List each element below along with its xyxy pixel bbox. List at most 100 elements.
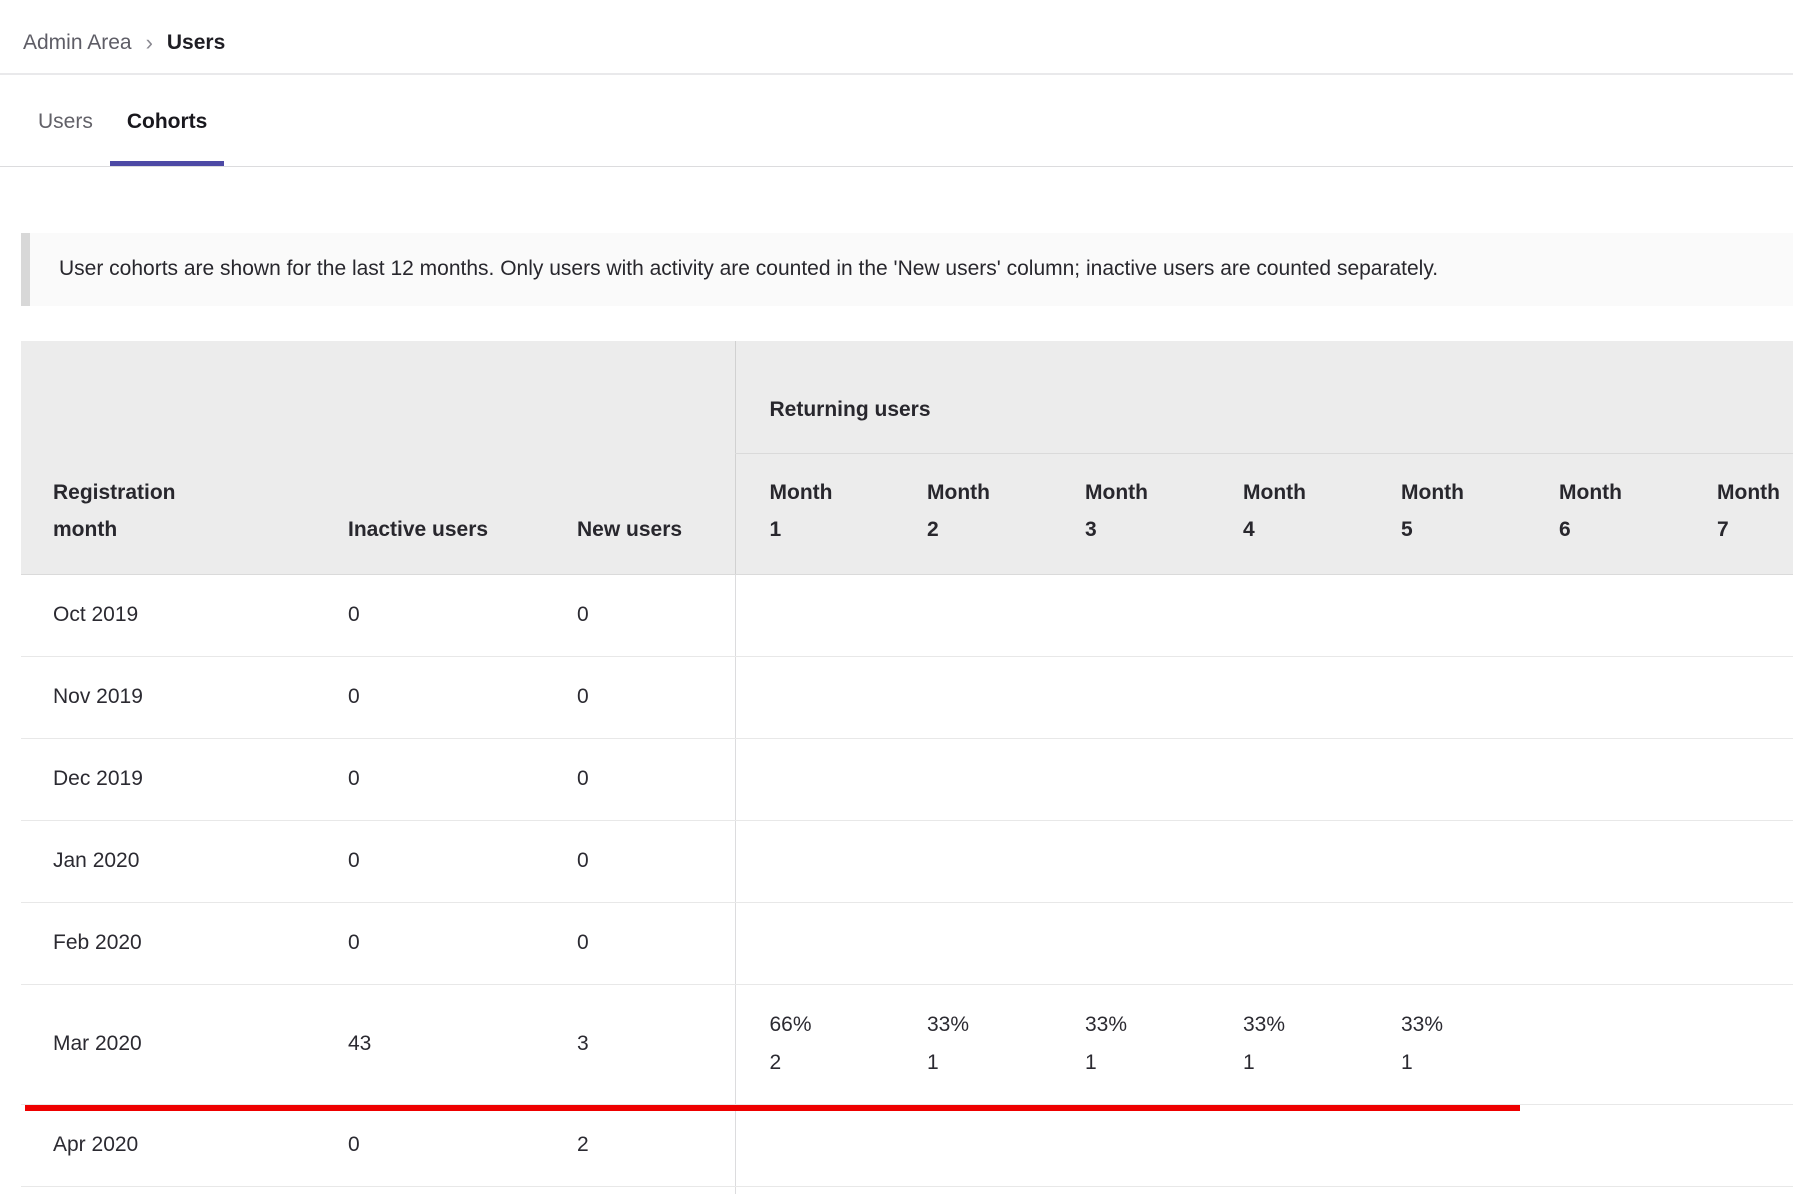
cell-returning-month-3 — [1051, 738, 1209, 821]
returning-percentage: 33% — [927, 1012, 970, 1036]
cell-returning-month-4 — [1209, 1104, 1367, 1187]
cell-returning-month-1 — [734, 574, 893, 657]
column-header-month-7: Month 7 — [1683, 453, 1793, 575]
cell-returning-month-2 — [893, 656, 1051, 739]
breadcrumb-current-page: Users — [166, 31, 226, 54]
cell-returning-month-1 — [734, 738, 893, 821]
cell-inactive-users: 0 — [316, 656, 545, 739]
cohorts-table: Registration month Inactive users New us… — [21, 341, 1793, 1194]
cell-returning-month-7 — [1683, 902, 1793, 985]
cell-returning-month-3 — [1051, 1104, 1209, 1187]
column-header-registration-month: Registration month — [21, 341, 316, 575]
cell-inactive-users: 0 — [316, 902, 545, 985]
cell-returning-month-6 — [1525, 656, 1683, 739]
cell-returning-month-5 — [1367, 902, 1525, 985]
column-header-inactive-users: Inactive users — [316, 341, 545, 575]
cell-returning-month-4 — [1209, 574, 1367, 657]
cell-returning-month-5 — [1367, 656, 1525, 739]
table-row-clipped — [21, 1186, 1793, 1194]
cell-returning-month-3 — [1051, 574, 1209, 657]
cell-returning-month-5 — [1367, 820, 1525, 903]
tab-users[interactable]: Users — [38, 110, 93, 133]
column-group-returning-users: Returning users — [734, 341, 1793, 454]
column-header-month-5: Month 5 — [1367, 453, 1525, 575]
cell-returning-month-3 — [1051, 902, 1209, 985]
cell-returning-month-7 — [1683, 738, 1793, 821]
returning-count: 1 — [1243, 1050, 1255, 1074]
cell-returning-month-6 — [1525, 902, 1683, 985]
column-header-month-1: Month 1 — [734, 453, 893, 575]
cell-returning-month-4: 33% 1 — [1209, 984, 1367, 1105]
red-annotation-line — [25, 1105, 1520, 1111]
cell-new-users: 0 — [545, 902, 735, 985]
cell-registration-month: Nov 2019 — [21, 656, 316, 739]
column-header-month-2: Month 2 — [893, 453, 1051, 575]
cell-returning-month-1 — [734, 1104, 893, 1187]
cell-returning-month-7 — [1683, 656, 1793, 739]
table-row: Apr 2020 0 2 — [21, 1104, 1793, 1187]
cell-returning-month-7 — [1683, 820, 1793, 903]
cell-returning-month-4 — [1209, 738, 1367, 821]
cell-returning-month-1 — [734, 656, 893, 739]
table-row: Jan 2020 0 0 — [21, 820, 1793, 903]
table-row: Dec 2019 0 0 — [21, 738, 1793, 821]
cell-returning-month-5 — [1367, 574, 1525, 657]
returning-percentage: 33% — [1085, 1012, 1128, 1036]
cell-returning-month-3 — [1051, 656, 1209, 739]
cell-registration-month: Mar 2020 — [21, 984, 316, 1105]
returning-count: 1 — [927, 1050, 939, 1074]
cell-returning-month-6 — [1525, 984, 1683, 1105]
table-row: Oct 2019 0 0 — [21, 574, 1793, 657]
cell-returning-month-2: 33% 1 — [893, 984, 1051, 1105]
cell-registration-month: Oct 2019 — [21, 574, 316, 657]
cell-new-users: 2 — [545, 1104, 735, 1187]
cell-returning-month-4 — [1209, 902, 1367, 985]
cell-new-users: 3 — [545, 984, 735, 1105]
cell-returning-month-2 — [893, 820, 1051, 903]
tab-cohorts[interactable]: Cohorts — [109, 75, 225, 166]
cell-returning-month-5 — [1367, 738, 1525, 821]
cell-returning-month-7 — [1683, 984, 1793, 1105]
returning-percentage: 33% — [1401, 1012, 1444, 1036]
cell-returning-month-2 — [893, 738, 1051, 821]
breadcrumb-separator-icon: › — [145, 30, 153, 55]
cell-returning-month-3: 33% 1 — [1051, 984, 1209, 1105]
cohorts-info-alert: User cohorts are shown for the last 12 m… — [21, 233, 1793, 306]
returning-percentage: 66% — [769, 1012, 812, 1036]
returning-count: 2 — [769, 1050, 782, 1074]
cell-registration-month: Dec 2019 — [21, 738, 316, 821]
table-row: Mar 2020 43 3 66% 2 33% 1 33% 1 33% 1 33% 1 — [21, 984, 1793, 1105]
cell-registration-month: Feb 2020 — [21, 902, 316, 985]
cell-inactive-users: 0 — [316, 820, 545, 903]
cell-returning-month-1 — [734, 820, 893, 903]
column-header-new-users: New users — [545, 341, 735, 575]
cell-inactive-users: 0 — [316, 1104, 545, 1187]
column-header-month-6: Month 6 — [1525, 453, 1683, 575]
cell-registration-month: Apr 2020 — [21, 1104, 316, 1187]
table-row: Nov 2019 0 0 — [21, 656, 1793, 739]
breadcrumb: Admin Area › Users — [0, 0, 1793, 75]
cell-new-users: 0 — [545, 656, 735, 739]
cell-returning-month-7 — [1683, 574, 1793, 657]
cell-registration-month: Jan 2020 — [21, 820, 316, 903]
cell-inactive-users: 43 — [316, 984, 545, 1105]
cell-returning-month-7 — [1683, 1104, 1793, 1187]
table-month-header-row: Month 1 Month 2 Month 3 Month 4 Month 5 Month 6 Mont… — [21, 453, 1793, 575]
cell-new-users: 0 — [545, 738, 735, 821]
breadcrumb-admin-area-link[interactable]: Admin Area — [23, 31, 132, 54]
cell-returning-month-6 — [1525, 1104, 1683, 1187]
returning-count: 1 — [1401, 1050, 1413, 1074]
cell-inactive-users: 0 — [316, 574, 545, 657]
cell-returning-month-4 — [1209, 820, 1367, 903]
cohorts-info-text: User cohorts are shown for the last 12 m… — [59, 257, 1439, 280]
cell-returning-month-2 — [893, 1104, 1051, 1187]
cohorts-table-container: Registration month Inactive users New us… — [21, 341, 1793, 1194]
cell-new-users: 0 — [545, 820, 735, 903]
cell-new-users: 0 — [545, 574, 735, 657]
returning-count: 1 — [1085, 1050, 1097, 1074]
cell-returning-month-6 — [1525, 820, 1683, 903]
column-header-month-3: Month 3 — [1051, 453, 1209, 575]
column-header-month-4: Month 4 — [1209, 453, 1367, 575]
cell-returning-month-2 — [893, 574, 1051, 657]
